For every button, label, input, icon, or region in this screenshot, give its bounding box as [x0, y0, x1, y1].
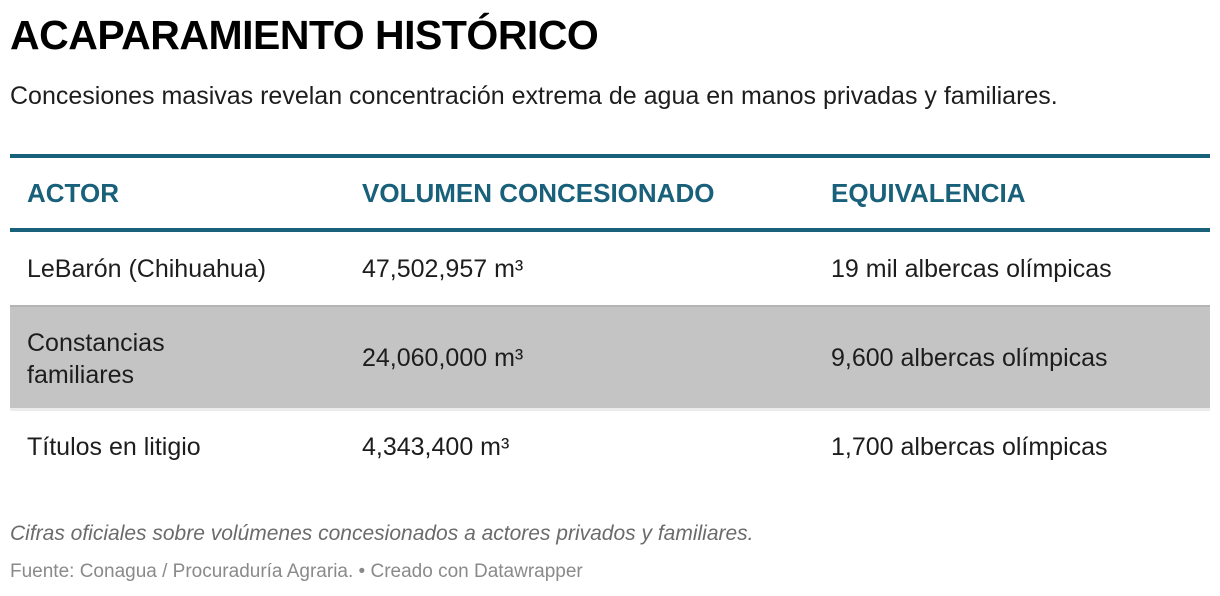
table-row-highlighted: Constancias familiares 24,060,000 m³ 9,6…: [10, 305, 1210, 411]
table-row: Títulos en litigio 4,343,400 m³ 1,700 al…: [10, 411, 1210, 487]
source-credit: Fuente: Conagua / Procuraduría Agraria. …: [10, 561, 583, 582]
page-title: ACAPARAMIENTO HISTÓRICO: [10, 12, 599, 58]
table-row: LeBarón (Chihuahua) 47,502,957 m³ 19 mil…: [10, 232, 1210, 305]
cell-equivalencia: 9,600 albercas olímpicas: [831, 344, 1108, 372]
cell-equivalencia: 1,700 albercas olímpicas: [831, 433, 1108, 461]
cell-volumen: 47,502,957 m³: [362, 255, 524, 283]
cell-volumen: 4,343,400 m³: [362, 433, 510, 461]
cell-volumen: 24,060,000 m³: [362, 344, 524, 372]
cell-actor: Títulos en litigio: [27, 433, 201, 461]
cell-equivalencia: 19 mil albercas olímpicas: [831, 255, 1112, 283]
table-top-rule: [10, 154, 1210, 158]
table-header-row: ACTOR VOLUMEN CONCESIONADO EQUIVALENCIA: [10, 158, 1210, 228]
table-notes: Cifras oficiales sobre volúmenes concesi…: [10, 522, 754, 545]
cell-actor: Constancias familiares: [27, 329, 165, 389]
column-header-volumen[interactable]: VOLUMEN CONCESIONADO: [362, 178, 715, 208]
page-subtitle: Concesiones masivas revelan concentració…: [10, 82, 1058, 110]
column-header-equivalencia[interactable]: EQUIVALENCIA: [831, 178, 1026, 208]
cell-actor: LeBarón (Chihuahua): [27, 255, 267, 283]
table-header-rule: [10, 228, 1210, 232]
data-table: ACTOR VOLUMEN CONCESIONADO EQUIVALENCIA …: [10, 154, 1210, 487]
column-header-actor[interactable]: ACTOR: [27, 178, 119, 208]
